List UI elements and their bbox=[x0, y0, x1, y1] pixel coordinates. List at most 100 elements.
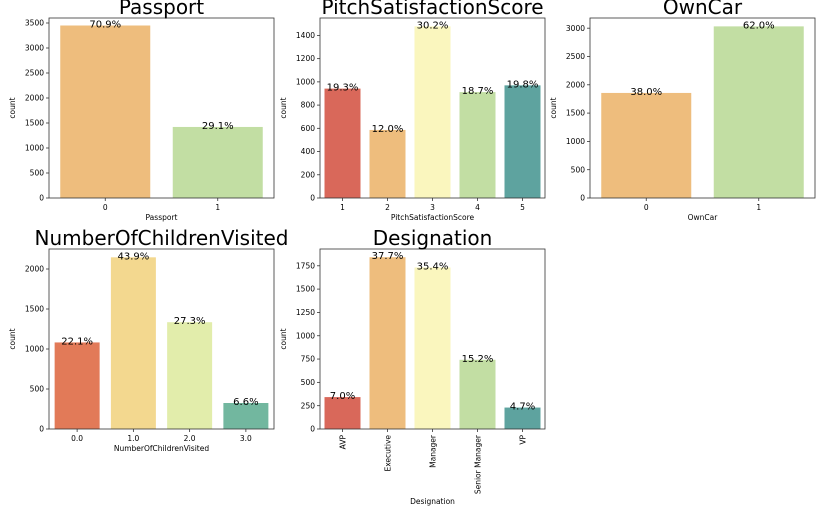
x-tick-label: 5 bbox=[520, 203, 525, 212]
x-tick-label: 1 bbox=[340, 203, 345, 212]
y-tick-label: 0 bbox=[39, 425, 44, 434]
percent-label: 29.1% bbox=[202, 121, 234, 132]
y-tick-label: 3000 bbox=[25, 44, 44, 53]
percent-label: 4.7% bbox=[510, 402, 535, 413]
x-tick-label: 0.0 bbox=[71, 434, 83, 443]
y-tick-label: 600 bbox=[301, 124, 316, 133]
x-tick-label: VP bbox=[519, 435, 528, 445]
x-tick-label: 1 bbox=[215, 203, 220, 212]
x-axis-label: NumberOfChildrenVisited bbox=[114, 444, 209, 453]
x-tick-label: 3.0 bbox=[240, 434, 252, 443]
y-tick-label: 500 bbox=[571, 165, 586, 174]
y-tick-label: 1400 bbox=[296, 31, 315, 40]
axes-frame bbox=[48, 17, 275, 199]
percent-label: 18.7% bbox=[462, 86, 494, 97]
percent-label: 22.1% bbox=[61, 336, 93, 347]
y-tick-label: 0 bbox=[310, 425, 315, 434]
bar-1 bbox=[713, 26, 804, 198]
percent-label: 35.4% bbox=[417, 261, 449, 272]
x-axis-label: Designation bbox=[410, 497, 455, 506]
y-tick-label: 3500 bbox=[25, 19, 44, 28]
chart-title: NumberOfChildrenVisited bbox=[35, 226, 289, 250]
y-tick-label: 200 bbox=[301, 170, 316, 179]
bar-Executive bbox=[369, 257, 406, 429]
x-tick-label: 4 bbox=[475, 203, 480, 212]
bar-2.0 bbox=[167, 322, 213, 429]
x-tick-label: AVP bbox=[339, 435, 348, 450]
percent-label: 37.7% bbox=[372, 251, 404, 262]
y-tick-label: 0 bbox=[310, 194, 315, 203]
x-axis-label: Passport bbox=[146, 213, 178, 222]
y-tick-label: 1750 bbox=[296, 261, 315, 270]
y-tick-label: 1000 bbox=[296, 331, 315, 340]
percent-label: 62.0% bbox=[743, 20, 775, 31]
panel-0: 70.9% 29.1% 0 500 1000 1500 2000 2500 3000 3500 0 1… bbox=[8, 0, 275, 222]
bar-1 bbox=[172, 126, 263, 198]
bar-0 bbox=[60, 25, 151, 198]
panel-1: 19.3% 12.0% 30.2% 18.7% 19.8% 0 200 400 600 800 10… bbox=[279, 0, 546, 222]
y-tick-label: 0 bbox=[39, 194, 44, 203]
y-tick-label: 2000 bbox=[25, 94, 44, 103]
percent-label: 7.0% bbox=[330, 391, 355, 402]
x-tick-label: Senior Manager bbox=[474, 434, 483, 494]
bar-3.0 bbox=[223, 403, 269, 429]
bar-3 bbox=[414, 26, 451, 198]
bar-1.0 bbox=[110, 257, 156, 429]
x-tick-label: 1 bbox=[756, 203, 761, 212]
axes-frame bbox=[48, 248, 275, 430]
bar-AVP bbox=[324, 397, 361, 429]
bar-Manager bbox=[414, 267, 451, 429]
y-tick-label: 500 bbox=[30, 385, 45, 394]
y-tick-label: 1250 bbox=[296, 308, 315, 317]
bar-4 bbox=[459, 92, 496, 198]
chart-title: PitchSatisfactionScore bbox=[321, 0, 543, 19]
y-tick-label: 1500 bbox=[566, 109, 585, 118]
bar-0 bbox=[601, 92, 692, 198]
bar-0.0 bbox=[54, 342, 100, 429]
y-axis-label: count bbox=[279, 328, 288, 349]
y-axis-label: count bbox=[8, 328, 17, 349]
y-axis-label: count bbox=[8, 97, 17, 118]
y-tick-label: 500 bbox=[30, 169, 45, 178]
y-tick-label: 400 bbox=[301, 147, 316, 156]
x-tick-label: 2 bbox=[385, 203, 390, 212]
y-tick-label: 1500 bbox=[25, 119, 44, 128]
bar-5 bbox=[504, 85, 541, 198]
y-tick-label: 1200 bbox=[296, 54, 315, 63]
bar-Senior Manager bbox=[459, 359, 496, 429]
panel-2: 38.0% 62.0% 0 500 1000 1500 2000 2500 3000 0 1 OwnC… bbox=[549, 0, 816, 222]
y-tick-label: 1500 bbox=[296, 285, 315, 294]
y-tick-label: 3000 bbox=[566, 24, 585, 33]
percent-label: 19.3% bbox=[327, 83, 359, 94]
axes-frame bbox=[589, 17, 816, 199]
y-tick-label: 2000 bbox=[566, 80, 585, 89]
y-tick-label: 2000 bbox=[25, 265, 44, 274]
x-axis-label: OwnCar bbox=[688, 213, 719, 222]
x-tick-label: Manager bbox=[429, 434, 438, 468]
y-tick-label: 1000 bbox=[25, 345, 44, 354]
x-tick-label: 2.0 bbox=[184, 434, 196, 443]
x-tick-label: 0 bbox=[644, 203, 649, 212]
percent-label: 70.9% bbox=[89, 20, 121, 31]
bar-1 bbox=[324, 88, 361, 198]
y-tick-label: 1000 bbox=[25, 144, 44, 153]
x-axis-label: PitchSatisfactionScore bbox=[391, 213, 475, 222]
y-tick-label: 1000 bbox=[566, 137, 585, 146]
chart-title: OwnCar bbox=[663, 0, 743, 19]
x-tick-label: Executive bbox=[384, 435, 393, 472]
y-tick-label: 2500 bbox=[566, 52, 585, 61]
y-tick-label: 750 bbox=[301, 355, 316, 364]
y-tick-label: 1000 bbox=[296, 77, 315, 86]
percent-label: 6.6% bbox=[233, 397, 258, 408]
percent-label: 12.0% bbox=[372, 124, 404, 135]
x-tick-label: 3 bbox=[430, 203, 435, 212]
y-axis-label: count bbox=[279, 97, 288, 118]
bar-VP bbox=[504, 407, 541, 429]
percent-label: 30.2% bbox=[417, 20, 449, 31]
y-axis-label: count bbox=[549, 97, 558, 118]
chart-title: Designation bbox=[373, 226, 493, 250]
percent-label: 43.9% bbox=[117, 251, 149, 262]
y-tick-label: 0 bbox=[580, 194, 585, 203]
percent-label: 38.0% bbox=[630, 87, 662, 98]
